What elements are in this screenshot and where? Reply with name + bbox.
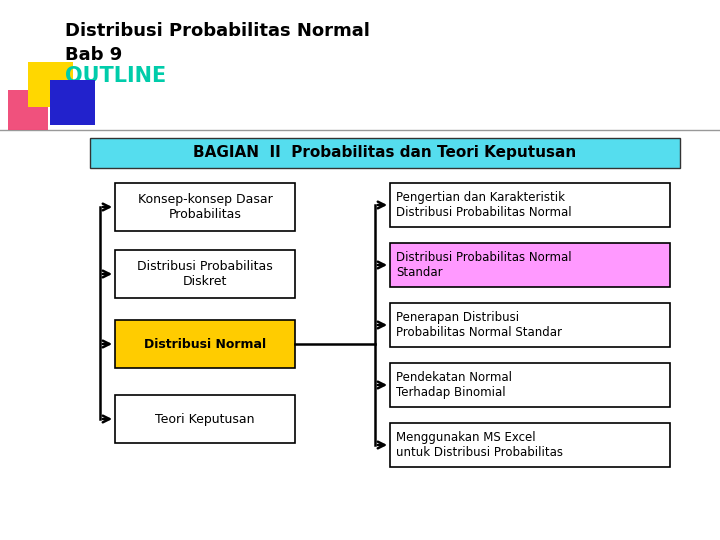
Bar: [390, 423, 670, 467]
Bar: [390, 243, 670, 287]
Text: Teori Keputusan: Teori Keputusan: [156, 413, 255, 426]
Text: Distribusi Probabilitas
Diskret: Distribusi Probabilitas Diskret: [137, 260, 273, 288]
Bar: [390, 363, 670, 407]
Text: Pengertian dan Karakteristik
Distribusi Probabilitas Normal: Pengertian dan Karakteristik Distribusi …: [396, 191, 572, 219]
Bar: [8, 90, 48, 130]
Text: Distribusi Probabilitas Normal: Distribusi Probabilitas Normal: [65, 22, 370, 40]
Text: Distribusi Normal: Distribusi Normal: [144, 338, 266, 350]
Bar: [115, 183, 295, 231]
Text: Konsep-konsep Dasar
Probabilitas: Konsep-konsep Dasar Probabilitas: [138, 193, 272, 221]
Bar: [115, 250, 295, 298]
Text: Penerapan Distribusi
Probabilitas Normal Standar: Penerapan Distribusi Probabilitas Normal…: [396, 311, 562, 339]
Bar: [28, 62, 73, 107]
Text: Bab 9: Bab 9: [65, 46, 122, 64]
Bar: [90, 138, 680, 168]
Bar: [390, 183, 670, 227]
Text: Menggunakan MS Excel
untuk Distribusi Probabilitas: Menggunakan MS Excel untuk Distribusi Pr…: [396, 431, 563, 459]
Text: BAGIAN  II  Probabilitas dan Teori Keputusan: BAGIAN II Probabilitas dan Teori Keputus…: [194, 145, 577, 160]
Bar: [390, 303, 670, 347]
Text: Distribusi Probabilitas Normal
Standar: Distribusi Probabilitas Normal Standar: [396, 251, 572, 279]
Text: OUTLINE: OUTLINE: [65, 66, 166, 86]
Bar: [115, 320, 295, 368]
Bar: [115, 395, 295, 443]
Text: Pendekatan Normal
Terhadap Binomial: Pendekatan Normal Terhadap Binomial: [396, 371, 512, 399]
Bar: [50, 80, 95, 125]
